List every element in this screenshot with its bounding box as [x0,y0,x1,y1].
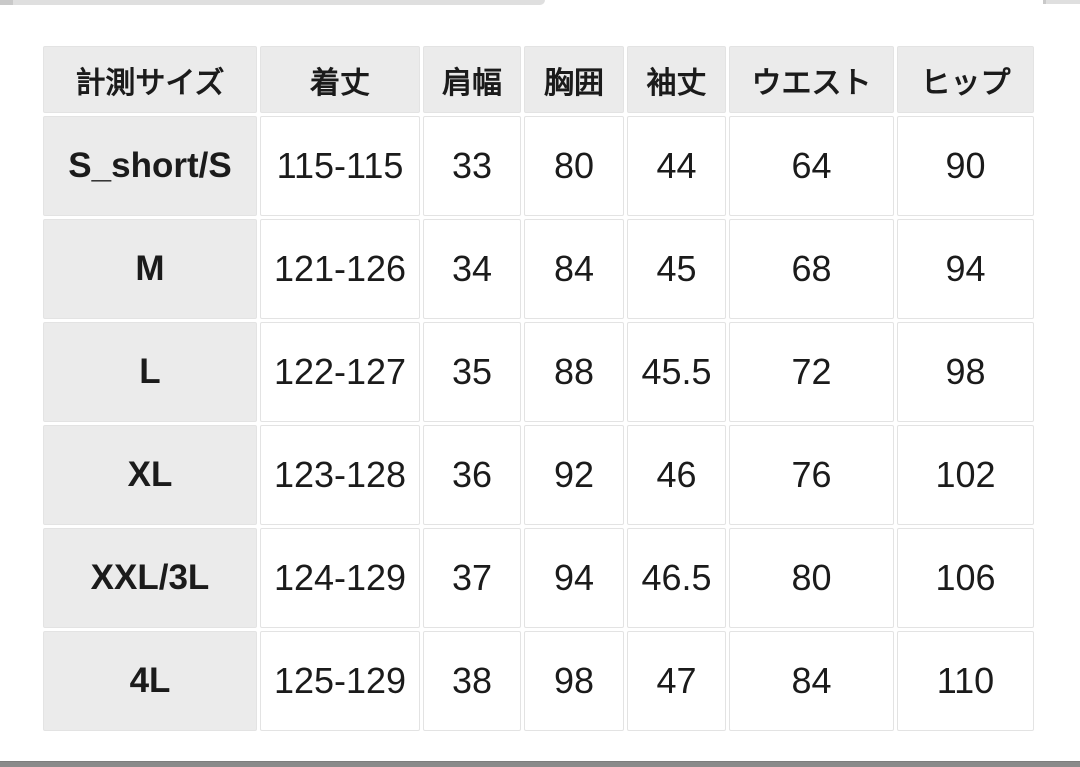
measurement-value: 46.5 [627,528,726,628]
measurement-value: 80 [524,116,624,216]
measurement-value: 123-128 [260,425,420,525]
measurement-value: 98 [897,322,1034,422]
header-row: 計測サイズ 着丈 肩幅 胸囲 袖丈 ウエスト ヒップ [43,46,1034,113]
table-row: 4L 125-129 38 98 47 84 110 [43,631,1034,731]
column-header: 袖丈 [627,46,726,113]
top-left-cropped-scrollbar [0,0,545,5]
size-label: 4L [43,631,257,731]
measurement-value: 94 [524,528,624,628]
measurement-value: 124-129 [260,528,420,628]
size-label: L [43,322,257,422]
column-header: ヒップ [897,46,1034,113]
measurement-value: 90 [897,116,1034,216]
size-label: M [43,219,257,319]
measurement-value: 94 [897,219,1034,319]
table-row: XXL/3L 124-129 37 94 46.5 80 106 [43,528,1034,628]
measurement-value: 115-115 [260,116,420,216]
measurement-value: 38 [423,631,521,731]
measurement-value: 45 [627,219,726,319]
column-header: ウエスト [729,46,894,113]
column-header: 肩幅 [423,46,521,113]
measurement-value: 33 [423,116,521,216]
measurement-value: 110 [897,631,1034,731]
table-row: M 121-126 34 84 45 68 94 [43,219,1034,319]
size-label: S_short/S [43,116,257,216]
measurement-value: 98 [524,631,624,731]
column-header: 計測サイズ [43,46,257,113]
measurement-value: 44 [627,116,726,216]
measurement-value: 121-126 [260,219,420,319]
measurement-value: 47 [627,631,726,731]
measurement-value: 34 [423,219,521,319]
measurement-value: 102 [897,425,1034,525]
table-row: XL 123-128 36 92 46 76 102 [43,425,1034,525]
measurement-value: 35 [423,322,521,422]
top-right-scrollbar-cap [1043,0,1046,4]
measurement-value: 72 [729,322,894,422]
size-label: XXL/3L [43,528,257,628]
table-row: L 122-127 35 88 45.5 72 98 [43,322,1034,422]
measurement-value: 84 [524,219,624,319]
measurement-value: 64 [729,116,894,216]
column-header: 胸囲 [524,46,624,113]
measurement-value: 84 [729,631,894,731]
measurement-value: 80 [729,528,894,628]
measurement-value: 88 [524,322,624,422]
measurement-value: 46 [627,425,726,525]
measurement-value: 36 [423,425,521,525]
bottom-bar [0,761,1080,767]
measurement-value: 45.5 [627,322,726,422]
measurement-value: 76 [729,425,894,525]
measurement-value: 92 [524,425,624,525]
top-right-cropped-scrollbar [1043,0,1080,4]
measurement-value: 68 [729,219,894,319]
top-left-scrollbar-cap [0,0,13,5]
measurement-value: 106 [897,528,1034,628]
measurement-value: 125-129 [260,631,420,731]
column-header: 着丈 [260,46,420,113]
size-label: XL [43,425,257,525]
size-chart-table: 計測サイズ 着丈 肩幅 胸囲 袖丈 ウエスト ヒップ S_short/S 115-115 33 80… [40,43,1037,734]
table-row: S_short/S 115-115 33 80 44 64 90 [43,116,1034,216]
measurement-value: 122-127 [260,322,420,422]
measurement-value: 37 [423,528,521,628]
